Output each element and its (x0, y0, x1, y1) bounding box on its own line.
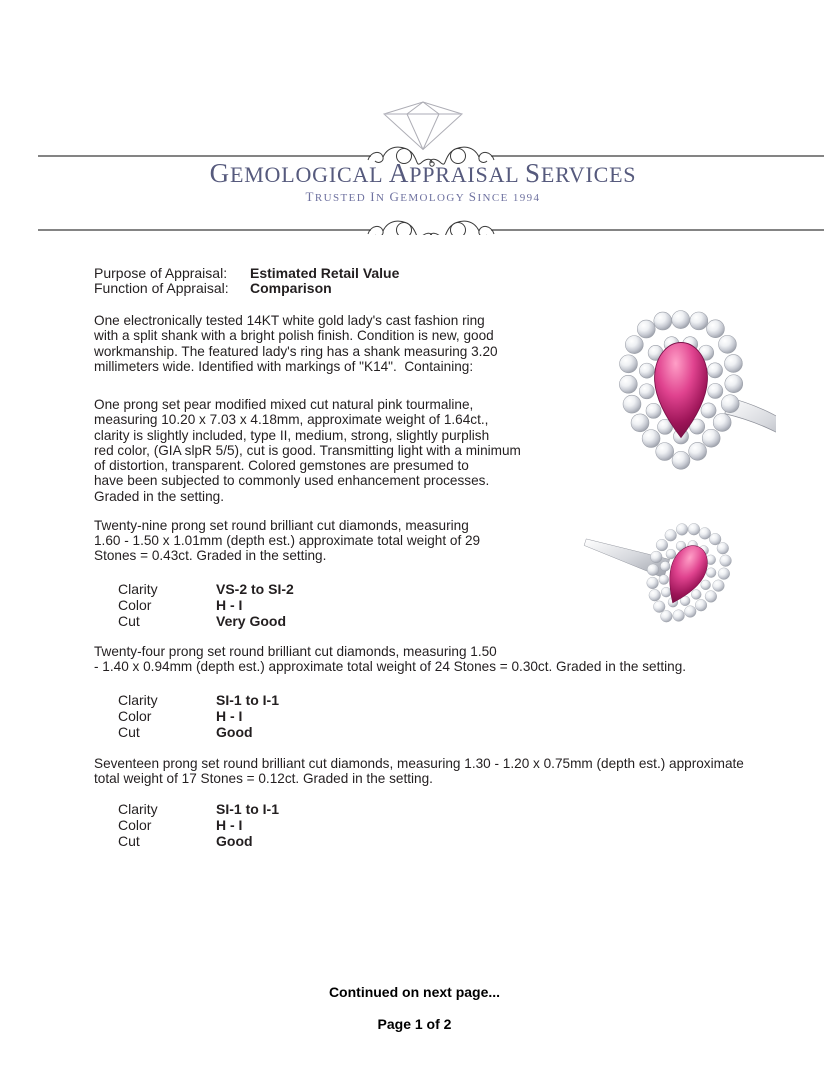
svg-text:GEMOLOGICAL APPRAISAL SERVICES: GEMOLOGICAL APPRAISAL SERVICES (210, 158, 637, 188)
svg-text:TRUSTED IN GEMOLOGY SINCE 1994: TRUSTED IN GEMOLOGY SINCE 1994 (306, 189, 541, 204)
